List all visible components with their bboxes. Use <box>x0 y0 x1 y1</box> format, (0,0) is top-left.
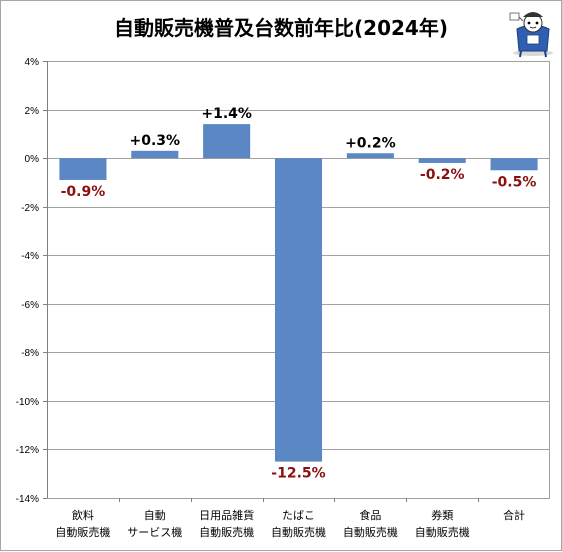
bars <box>59 124 538 462</box>
data-label: +0.2% <box>345 135 396 151</box>
y-tick-label: -6% <box>21 300 39 311</box>
data-labels: -0.9% +0.3% +1.4% -12.5% +0.2% -0.2% -0.5% <box>61 106 537 481</box>
x-category-label: たばこ <box>282 509 315 522</box>
x-category-label: 食品 <box>359 508 381 522</box>
mascot-icon <box>509 12 553 58</box>
y-tick-label: -10% <box>16 397 39 408</box>
y-tick-label: 2% <box>25 106 40 117</box>
chart-title: 自動販売機普及台数前年比(2024年) <box>114 16 448 40</box>
data-label: +1.4% <box>201 106 252 122</box>
x-category-label: 飲料 <box>72 508 94 522</box>
x-category-label: 自動販売機 <box>343 525 398 539</box>
x-category-label: 自動販売機 <box>55 525 110 539</box>
bar <box>59 158 107 180</box>
y-tick-label: 4% <box>25 57 40 68</box>
y-tick-label: -8% <box>21 348 39 359</box>
bar <box>131 150 179 159</box>
y-tick-label: 0% <box>25 154 40 165</box>
y-axis-ticks: 4% 2% 0% -2% -4% -6% -8% -10% -12% -14% <box>16 57 39 505</box>
data-label: -0.2% <box>420 167 465 183</box>
x-category-label: 自動販売機 <box>415 525 470 539</box>
y-tick-label: -12% <box>16 445 39 456</box>
y-tick-label: -14% <box>16 494 39 505</box>
bar <box>490 158 538 171</box>
x-category-label: 日用品雑貨 <box>199 508 254 522</box>
y-tick-label: -2% <box>21 203 39 214</box>
x-category-label: サービス機 <box>127 525 182 539</box>
data-label: +0.3% <box>130 133 181 149</box>
bar <box>346 153 394 159</box>
x-category-label: 券類 <box>431 508 453 522</box>
axes <box>43 61 550 502</box>
bar <box>274 158 323 462</box>
x-category-label: 合計 <box>503 508 525 522</box>
data-label: -0.5% <box>492 174 537 190</box>
x-category-label: 自動販売機 <box>199 525 254 539</box>
bar <box>418 158 466 163</box>
bar <box>203 124 251 159</box>
x-category-label: 自動 <box>144 508 166 522</box>
x-category-label: 自動販売機 <box>271 525 326 539</box>
data-label: -0.9% <box>61 184 106 200</box>
data-label: -12.5% <box>271 466 325 482</box>
y-tick-label: -4% <box>21 251 39 262</box>
